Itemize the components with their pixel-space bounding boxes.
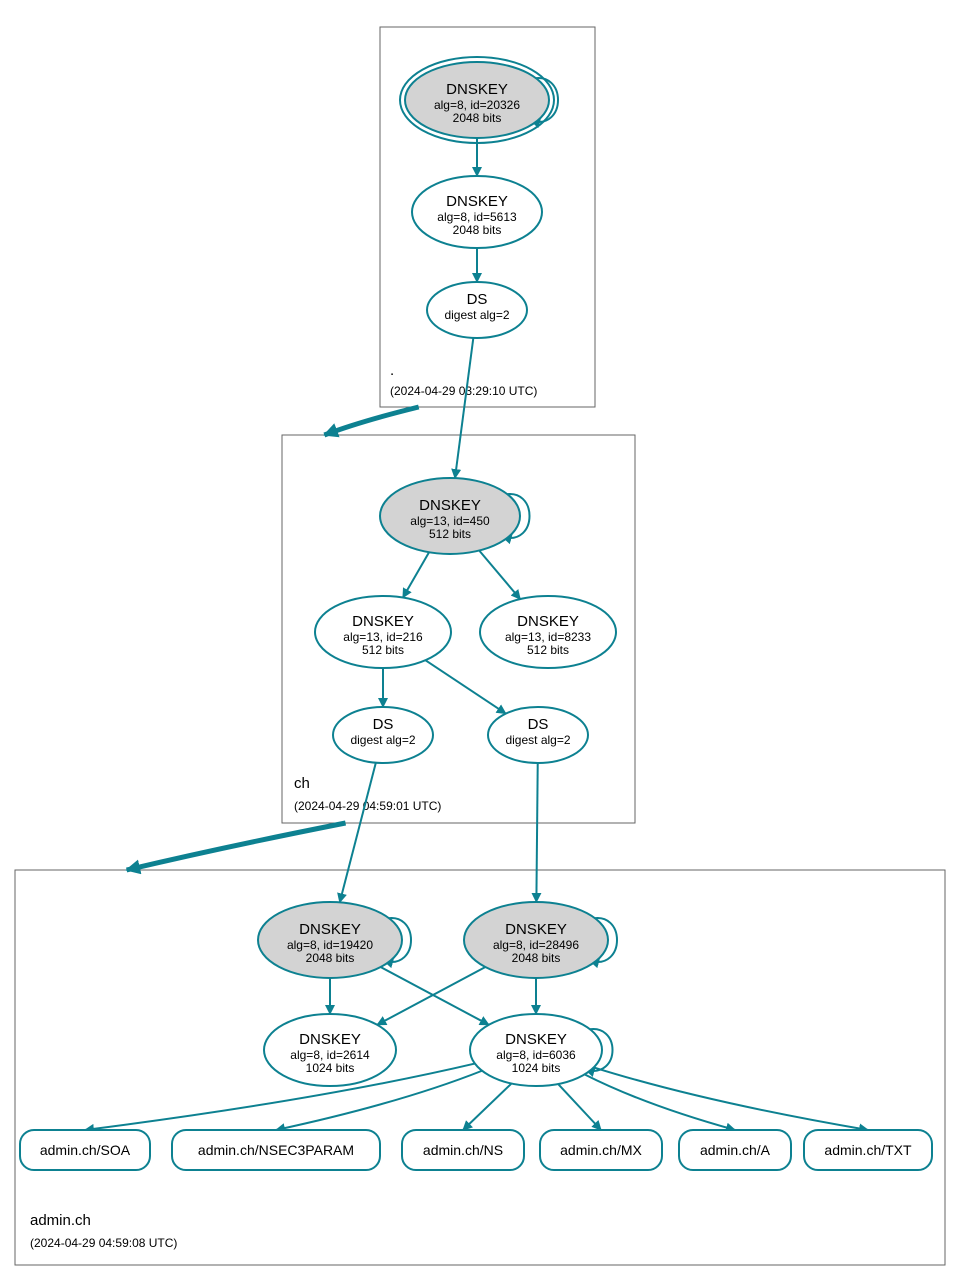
edge <box>455 338 473 478</box>
svg-text:1024 bits: 1024 bits <box>306 1061 355 1075</box>
svg-text:DNSKEY: DNSKEY <box>505 1031 567 1048</box>
dnssec-diagram: . (2024-04-29 03:29:10 UTC) ch (2024-04-29 … <box>0 0 960 1278</box>
node-root_zsk: DNSKEYalg=8, id=56132048 bits <box>412 176 542 248</box>
svg-text:ch: ch <box>294 775 310 792</box>
record-r_nsec: admin.ch/NSEC3PARAM <box>172 1130 380 1170</box>
svg-text:admin.ch: admin.ch <box>30 1212 91 1229</box>
edge <box>377 967 485 1025</box>
svg-text:2048 bits: 2048 bits <box>453 111 502 125</box>
svg-text:.: . <box>390 362 394 379</box>
node-ch_ds1: DSdigest alg=2 <box>333 707 433 763</box>
edge <box>558 1084 601 1130</box>
node-ch_ds2: DSdigest alg=2 <box>488 707 588 763</box>
record-r_soa: admin.ch/SOA <box>20 1130 150 1170</box>
edge <box>479 551 520 600</box>
zone-edge <box>324 407 418 435</box>
edge <box>403 552 429 597</box>
record-r_ns: admin.ch/NS <box>402 1130 524 1170</box>
node-adm_zsk2: DNSKEYalg=8, id=60361024 bits <box>470 1014 602 1086</box>
node-ch_zsk1: DNSKEYalg=13, id=216512 bits <box>315 596 451 668</box>
svg-text:DNSKEY: DNSKEY <box>517 613 579 630</box>
svg-text:admin.ch/NS: admin.ch/NS <box>423 1142 503 1158</box>
svg-text:digest alg=2: digest alg=2 <box>350 733 415 747</box>
node-ch_ksk: DNSKEYalg=13, id=450512 bits <box>380 478 520 554</box>
svg-text:DNSKEY: DNSKEY <box>446 81 508 98</box>
svg-text:2048 bits: 2048 bits <box>512 951 561 965</box>
svg-text:DNSKEY: DNSKEY <box>419 497 481 514</box>
svg-text:DS: DS <box>373 716 394 733</box>
zone-edge <box>127 823 346 870</box>
node-adm_zsk1: DNSKEYalg=8, id=26141024 bits <box>264 1014 396 1086</box>
svg-text:admin.ch/TXT: admin.ch/TXT <box>824 1142 912 1158</box>
svg-text:DNSKEY: DNSKEY <box>446 193 508 210</box>
svg-text:admin.ch/SOA: admin.ch/SOA <box>40 1142 131 1158</box>
edge <box>594 1067 868 1130</box>
edge <box>536 763 537 902</box>
node-root_ds: DSdigest alg=2 <box>427 282 527 338</box>
svg-text:DNSKEY: DNSKEY <box>299 921 361 938</box>
svg-text:digest alg=2: digest alg=2 <box>505 733 570 747</box>
edge <box>425 660 505 713</box>
svg-text:DS: DS <box>528 716 549 733</box>
svg-text:(2024-04-29 04:59:01 UTC): (2024-04-29 04:59:01 UTC) <box>294 799 441 813</box>
svg-text:512 bits: 512 bits <box>362 643 404 657</box>
record-r_mx: admin.ch/MX <box>540 1130 662 1170</box>
svg-text:1024 bits: 1024 bits <box>512 1061 561 1075</box>
svg-text:alg=13, id=8233: alg=13, id=8233 <box>505 630 591 644</box>
record-r_txt: admin.ch/TXT <box>804 1130 932 1170</box>
svg-text:alg=8, id=6036: alg=8, id=6036 <box>496 1048 576 1062</box>
edge <box>340 763 376 903</box>
svg-text:(2024-04-29 03:29:10 UTC): (2024-04-29 03:29:10 UTC) <box>390 384 537 398</box>
node-ch_zsk2: DNSKEYalg=13, id=8233512 bits <box>480 596 616 668</box>
svg-text:admin.ch/NSEC3PARAM: admin.ch/NSEC3PARAM <box>198 1142 354 1158</box>
node-adm_ksk1: DNSKEYalg=8, id=194202048 bits <box>258 902 402 978</box>
svg-text:admin.ch/A: admin.ch/A <box>700 1142 771 1158</box>
record-r_a: admin.ch/A <box>679 1130 791 1170</box>
svg-text:alg=8, id=19420: alg=8, id=19420 <box>287 938 373 952</box>
svg-text:512 bits: 512 bits <box>429 527 471 541</box>
svg-text:alg=13, id=450: alg=13, id=450 <box>410 514 490 528</box>
svg-text:admin.ch/MX: admin.ch/MX <box>560 1142 642 1158</box>
svg-text:DNSKEY: DNSKEY <box>352 613 414 630</box>
svg-text:(2024-04-29 04:59:08 UTC): (2024-04-29 04:59:08 UTC) <box>30 1236 177 1250</box>
node-root_ksk: DNSKEYalg=8, id=203262048 bits <box>400 57 554 143</box>
svg-text:alg=13, id=216: alg=13, id=216 <box>343 630 423 644</box>
node-adm_ksk2: DNSKEYalg=8, id=284962048 bits <box>464 902 608 978</box>
svg-text:512 bits: 512 bits <box>527 643 569 657</box>
edge <box>381 967 489 1025</box>
svg-text:DNSKEY: DNSKEY <box>299 1031 361 1048</box>
svg-text:alg=8, id=5613: alg=8, id=5613 <box>437 210 517 224</box>
svg-text:alg=8, id=28496: alg=8, id=28496 <box>493 938 579 952</box>
svg-text:alg=8, id=2614: alg=8, id=2614 <box>290 1048 370 1062</box>
svg-text:2048 bits: 2048 bits <box>306 951 355 965</box>
edge <box>585 1074 735 1130</box>
svg-text:DS: DS <box>467 291 488 308</box>
svg-text:DNSKEY: DNSKEY <box>505 921 567 938</box>
edge <box>463 1083 512 1130</box>
svg-text:alg=8, id=20326: alg=8, id=20326 <box>434 98 520 112</box>
svg-text:digest alg=2: digest alg=2 <box>444 308 509 322</box>
svg-text:2048 bits: 2048 bits <box>453 223 502 237</box>
